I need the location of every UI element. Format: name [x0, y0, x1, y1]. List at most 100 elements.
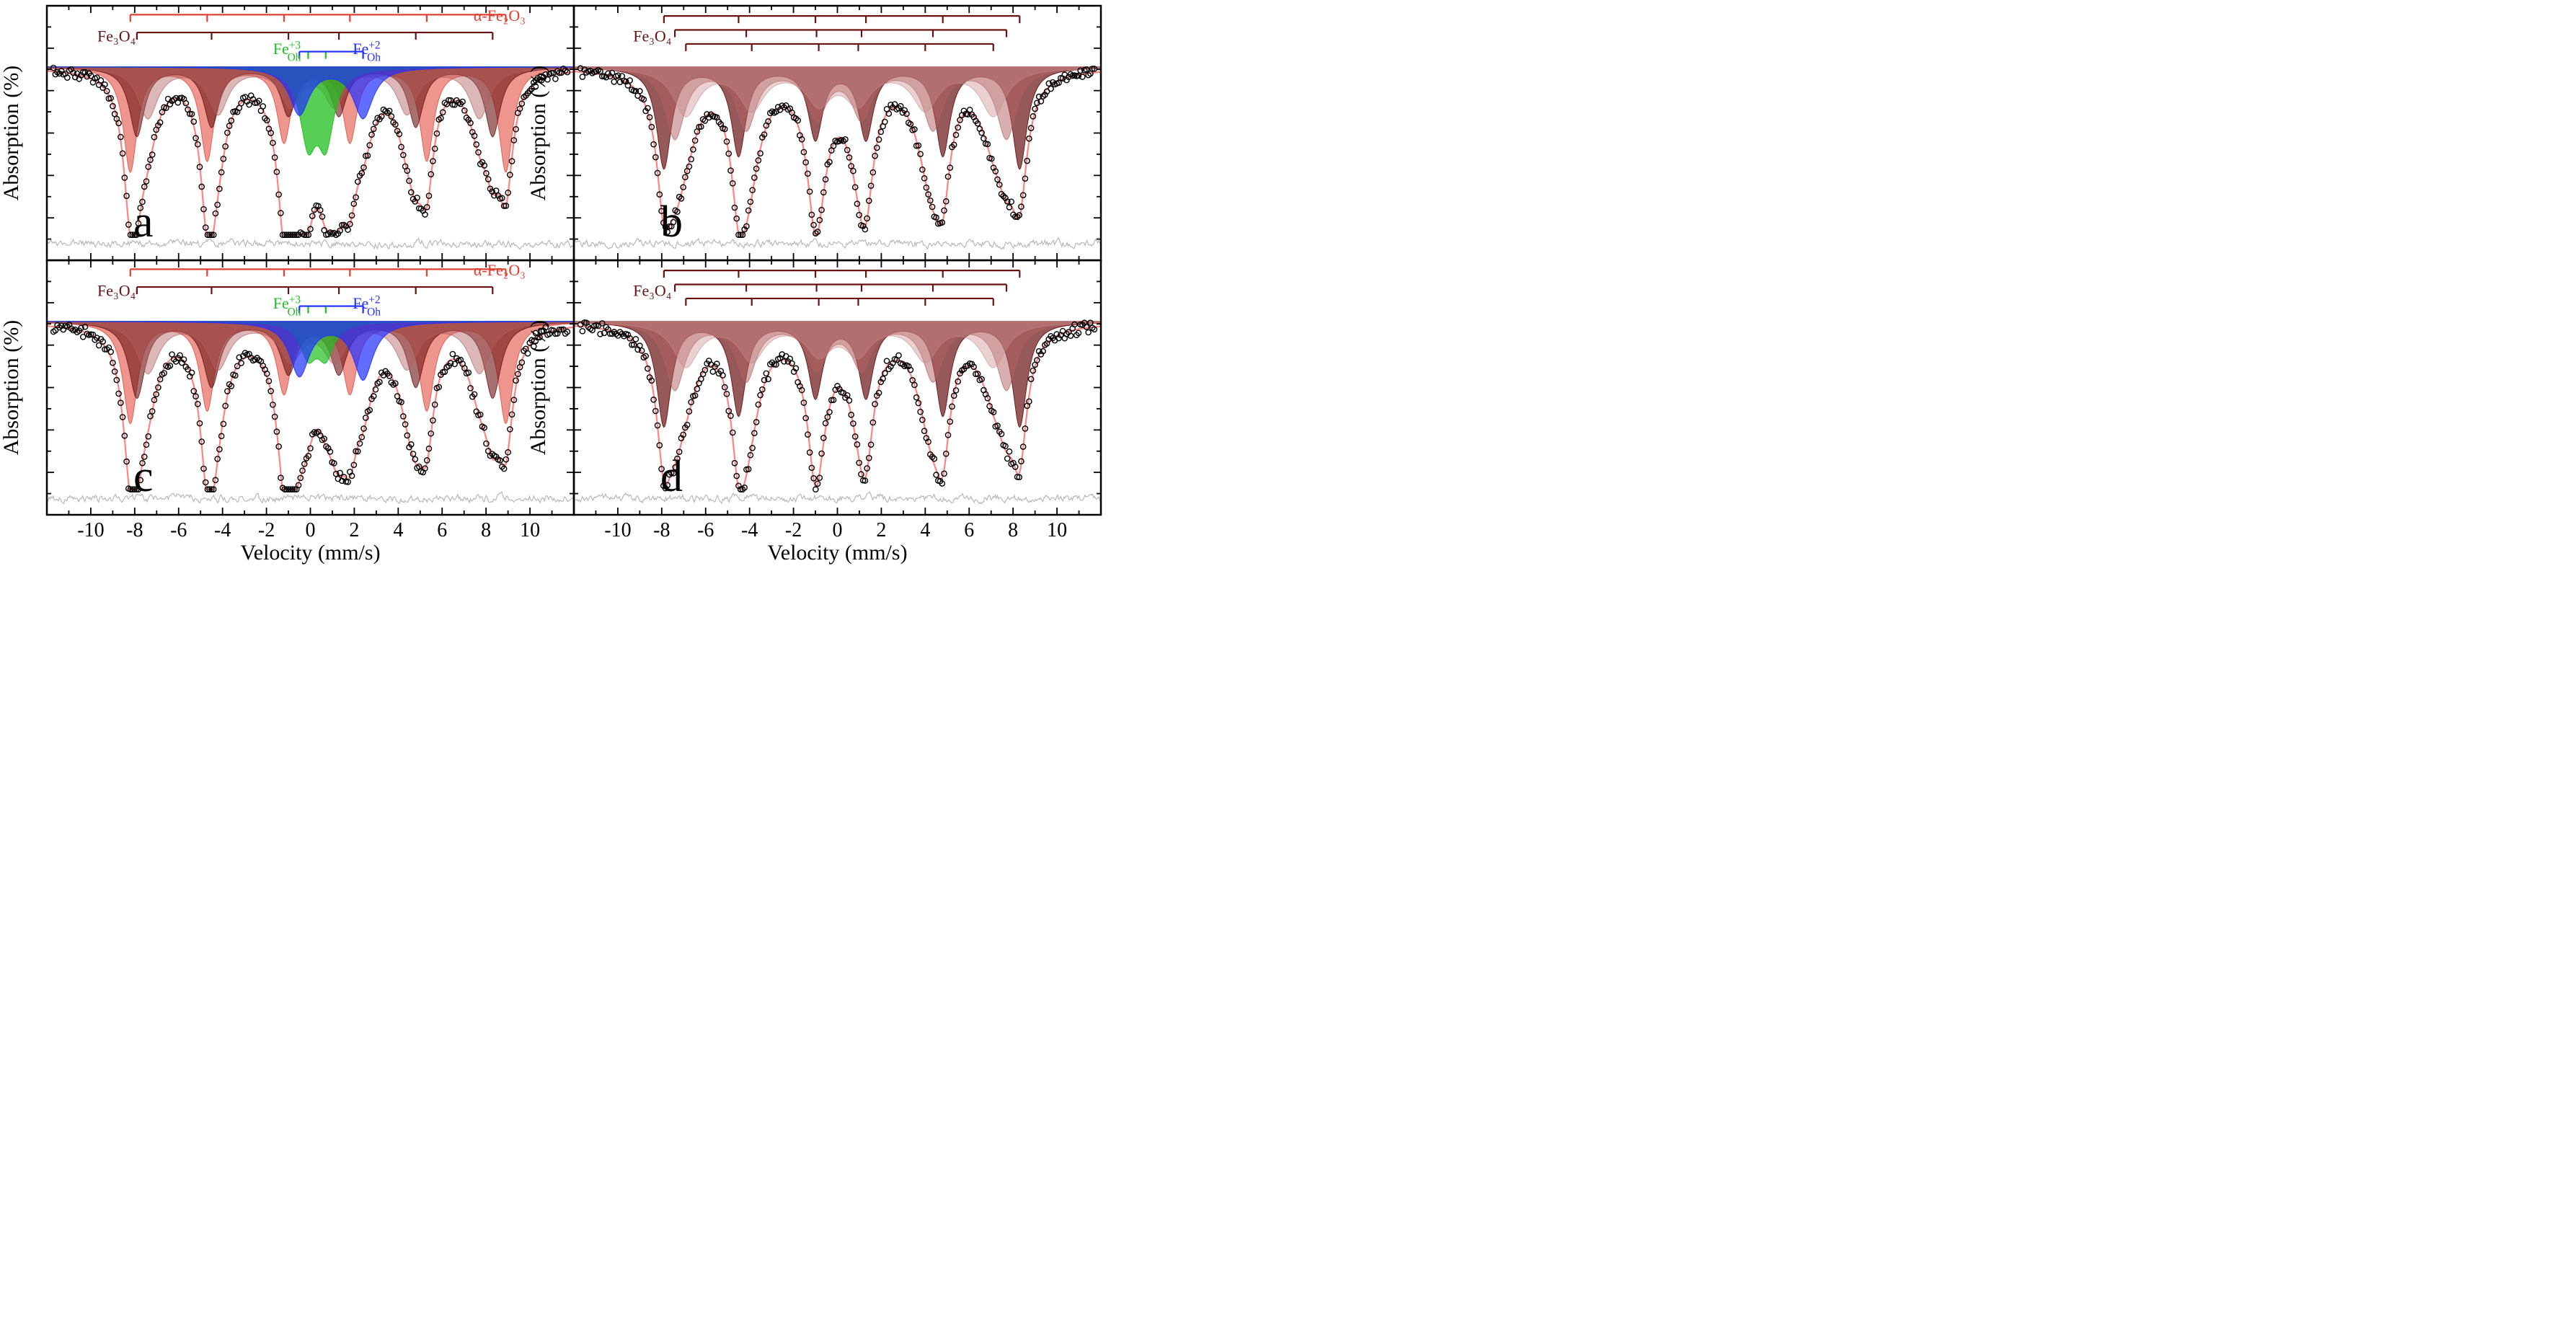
data-point [728, 168, 733, 173]
data-point [734, 216, 739, 221]
data-point [795, 118, 800, 123]
data-point [854, 442, 859, 447]
data-point [657, 443, 662, 448]
data-point [146, 164, 151, 169]
panel-label-d: d [660, 452, 683, 501]
data-point [945, 174, 950, 179]
data-point [955, 125, 960, 130]
data-point [896, 353, 901, 358]
data-point [756, 402, 761, 407]
data-point [233, 373, 238, 378]
data-point [219, 169, 224, 174]
data-point [189, 112, 194, 117]
data-point [511, 397, 516, 402]
data-point [882, 119, 888, 124]
data-point [351, 201, 356, 206]
data-point [359, 170, 364, 175]
data-point [1021, 444, 1026, 449]
data-point [811, 476, 816, 481]
data-point [355, 448, 360, 454]
data-point [924, 185, 929, 190]
data-point [515, 371, 521, 376]
data-point [1021, 193, 1026, 198]
data-point [580, 329, 585, 334]
data-point [404, 168, 410, 173]
data-point [428, 431, 433, 436]
data-point [955, 379, 960, 384]
annotation-mag_label: Fe₃O₄ [633, 27, 671, 45]
data-point [807, 189, 813, 194]
data-point [500, 195, 505, 200]
data-point [296, 482, 301, 487]
data-point [517, 106, 522, 111]
data-point [433, 146, 438, 151]
data-point [754, 166, 759, 171]
data-point [156, 385, 161, 390]
data-point [319, 214, 324, 219]
data-point [931, 456, 937, 461]
data-point [752, 175, 757, 180]
data-point [746, 466, 751, 472]
data-point [191, 389, 196, 394]
data-point [426, 446, 431, 451]
data-point [920, 167, 925, 172]
data-point [436, 384, 441, 389]
data-point [823, 177, 828, 182]
data-point [953, 132, 958, 137]
residual [574, 492, 1101, 503]
data-point [404, 433, 410, 438]
data-point [197, 164, 202, 169]
data-point [227, 123, 232, 128]
data-point [553, 76, 558, 81]
data-point [859, 472, 864, 477]
data-point [912, 127, 917, 132]
data-point [694, 386, 699, 392]
data-point [821, 435, 826, 441]
data-point [389, 114, 394, 119]
data-point [801, 400, 806, 405]
data-point [239, 361, 244, 366]
data-point [651, 142, 656, 147]
data-point [766, 119, 771, 124]
data-point [484, 171, 489, 176]
data-point [827, 410, 832, 415]
data-point [193, 394, 198, 399]
data-point [274, 429, 279, 434]
panel-b: Fe₃O₄bAbsorption (%) [526, 6, 1101, 260]
data-point [193, 136, 198, 141]
data-point [800, 137, 805, 142]
data-point [474, 142, 479, 147]
data-point [807, 450, 813, 455]
data-point [225, 389, 230, 394]
data-point [154, 392, 159, 397]
data-point [645, 105, 650, 110]
xtick-label: 6 [964, 519, 974, 541]
data-point [740, 232, 745, 237]
data-point [817, 475, 822, 480]
data-point [274, 169, 279, 174]
data-point [805, 432, 810, 437]
data-point [466, 370, 471, 375]
data-point [122, 175, 127, 180]
data-point [857, 460, 862, 465]
data-point [869, 442, 874, 447]
panel-a: α-Fe₂O₃Fe₃O₄Fe+3OhFe+2OhaAbsorption (%) [0, 6, 574, 260]
data-point [430, 417, 435, 423]
ylabel: Absorption (%) [526, 66, 550, 200]
xtick-label: 4 [393, 519, 403, 541]
data-point [1086, 330, 1091, 335]
data-point [118, 134, 123, 139]
data-point [158, 120, 163, 125]
data-point [929, 204, 934, 209]
data-point [1029, 376, 1034, 381]
ylabel: Absorption (%) [526, 320, 550, 455]
data-point [257, 98, 262, 103]
data-point [221, 156, 226, 162]
data-point [653, 408, 658, 413]
data-point [641, 97, 646, 102]
data-point [878, 129, 883, 134]
data-point [598, 68, 603, 74]
data-point [508, 427, 513, 432]
data-point [819, 208, 824, 213]
data-point [892, 102, 897, 107]
